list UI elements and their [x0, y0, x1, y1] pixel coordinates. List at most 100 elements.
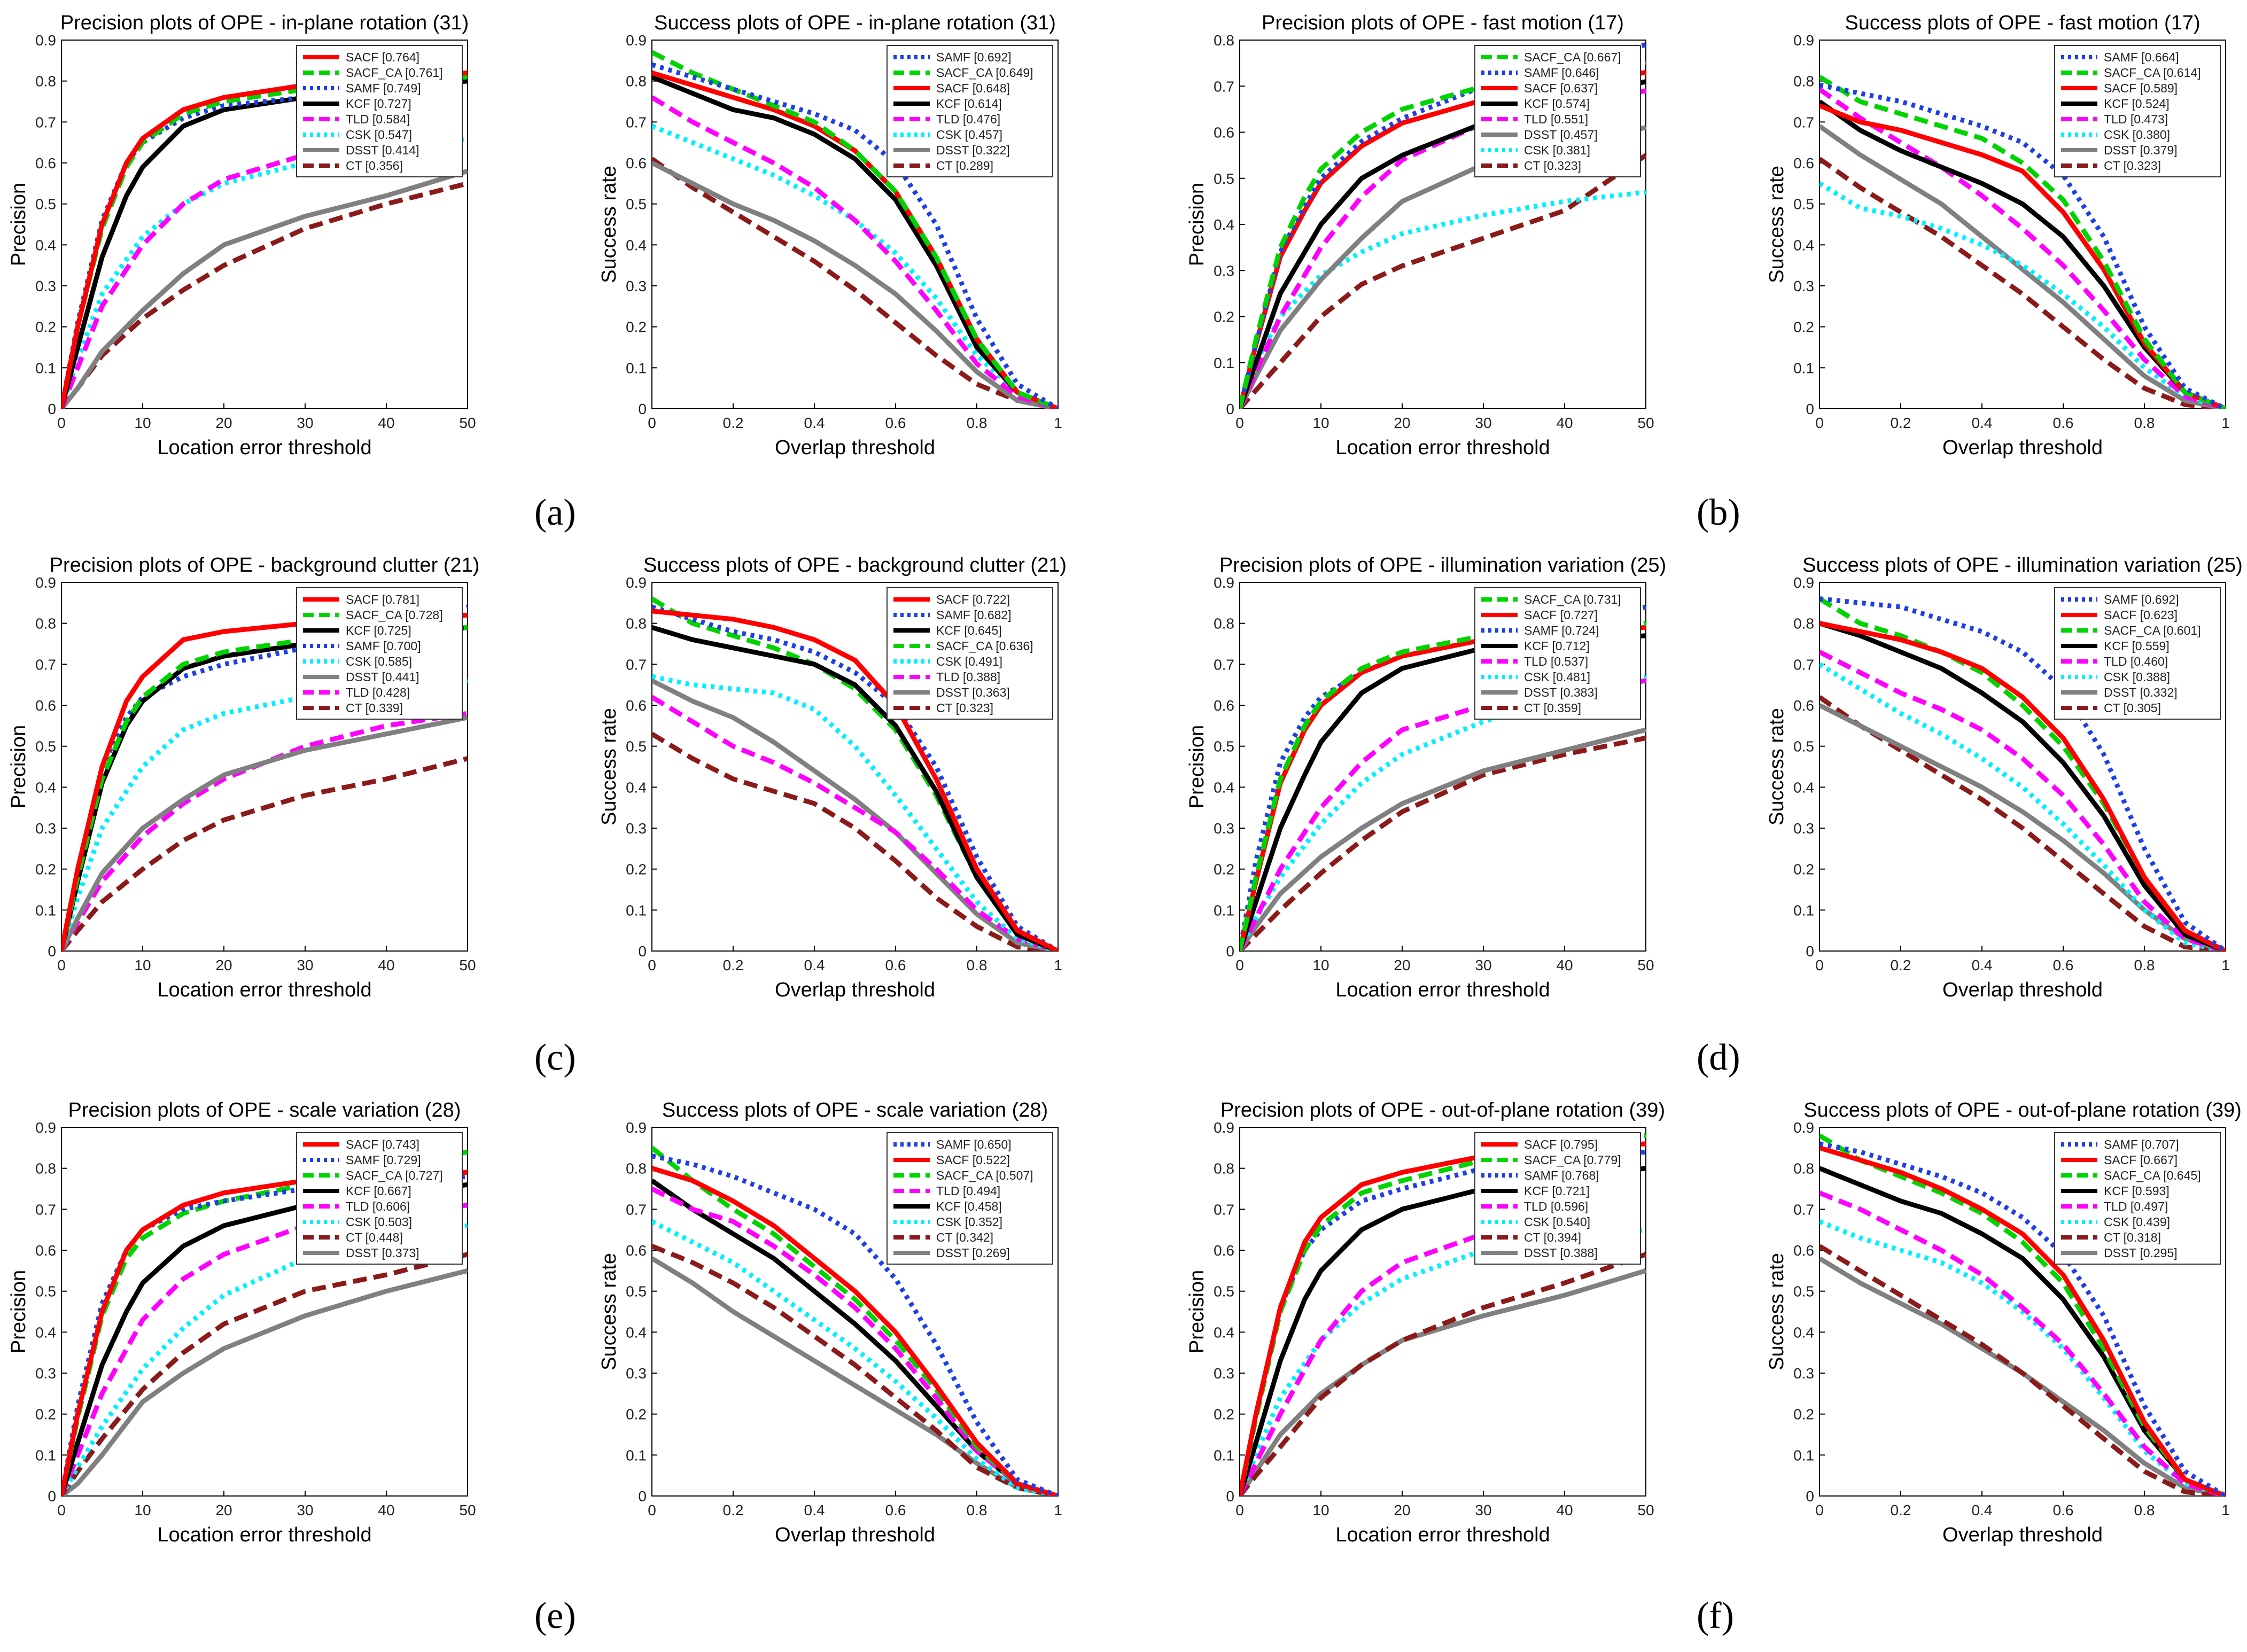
series-line-kcf: [1820, 621, 2226, 951]
y-tick-label: 0: [638, 1488, 647, 1505]
legend-entry: TLD [0.388]: [936, 670, 1000, 684]
y-tick-label: 0.7: [1214, 78, 1234, 95]
x-tick-label: 20: [1394, 415, 1410, 431]
series-line-dsst: [61, 715, 468, 951]
chart-title: Precision plots of OPE - out-of-plane ro…: [1220, 1099, 1665, 1121]
x-tick-label: 0.6: [2053, 415, 2074, 431]
panel-label-e: (e): [534, 1595, 576, 1637]
series-line-samf: [1820, 82, 2226, 409]
chart-title: Precision plots of OPE - fast motion (17…: [1262, 12, 1624, 34]
x-tick-label: 0: [648, 415, 656, 431]
series-line-kcf: [652, 625, 1058, 951]
y-tick-label: 0.5: [1793, 1283, 1814, 1300]
x-tick-label: 0.2: [1891, 415, 1911, 431]
series-line-tld: [652, 95, 1058, 409]
panel-label-d: (d): [1697, 1037, 1740, 1078]
series-line-ct: [1240, 153, 1646, 409]
x-tick-label: 20: [215, 957, 232, 973]
x-tick-label: 0.2: [723, 415, 744, 431]
legend-entry: SAMF [0.707]: [2104, 1137, 2179, 1151]
x-axis-label: Overlap threshold: [1942, 1524, 2103, 1546]
legend-entry: KCF [0.524]: [2104, 97, 2170, 111]
y-tick-label: 0.7: [35, 656, 56, 673]
series-line-samf: [61, 604, 468, 951]
legend-entry: TLD [0.537]: [1524, 654, 1588, 668]
y-tick-label: 0.9: [1214, 1119, 1234, 1136]
y-axis-label: Success rate: [598, 166, 620, 283]
y-tick-label: 0.4: [626, 779, 647, 796]
legend-entry: SAMF [0.729]: [346, 1153, 421, 1167]
y-tick-label: 0.6: [35, 697, 56, 714]
y-tick-label: 0.7: [1214, 656, 1234, 673]
x-axis-label: Location error threshold: [1335, 437, 1550, 459]
legend-entry: TLD [0.596]: [1524, 1199, 1588, 1213]
legend-entry: CSK [0.457]: [936, 128, 1002, 142]
y-tick-label: 0: [1806, 943, 1814, 960]
x-axis-label: Location error threshold: [157, 979, 371, 1001]
legend-entry: DSST [0.269]: [936, 1246, 1010, 1260]
legend-entry: CT [0.323]: [2104, 159, 2161, 173]
chart-4: 0 0.1 0.2 0.3 0.4 0.5 0.6 0.7 0.8 0.9 0 0.2 0.4 0.6 0.…: [1766, 12, 2230, 459]
y-tick-label: 0.6: [1793, 1242, 1814, 1259]
series-line-ct: [652, 157, 1058, 409]
legend-entry: DSST [0.363]: [936, 685, 1010, 699]
legend-entry: SACF [0.667]: [2104, 1153, 2178, 1167]
series-line-samf: [1820, 1141, 2226, 1496]
x-tick-label: 0.4: [804, 1502, 825, 1518]
series-line-samf: [652, 62, 1058, 409]
y-tick-label: 0.9: [626, 32, 647, 49]
y-tick-label: 0.6: [1214, 124, 1234, 141]
x-axis-label: Location error threshold: [1335, 1524, 1550, 1546]
legend-entry: KCF [0.727]: [346, 97, 411, 111]
series-line-ct: [1820, 1244, 2226, 1496]
x-tick-label: 30: [1475, 957, 1491, 973]
x-tick-label: 0.2: [1891, 957, 1911, 973]
x-tick-label: 50: [459, 1502, 476, 1518]
panel-label-b: (b): [1697, 492, 1740, 533]
y-tick-label: 0.5: [35, 738, 56, 755]
legend-entry: CT [0.342]: [936, 1230, 993, 1244]
y-tick-label: 0.5: [626, 196, 647, 213]
y-tick-label: 0.4: [1793, 779, 1814, 796]
panel-label-f: (f): [1697, 1595, 1734, 1637]
x-axis-label: Overlap threshold: [1942, 437, 2103, 459]
y-tick-label: 0.1: [1793, 360, 1814, 376]
y-tick-label: 0.3: [1793, 1365, 1814, 1382]
y-tick-label: 0.6: [35, 155, 56, 172]
y-tick-label: 0.3: [626, 1365, 647, 1382]
series-line-kcf: [61, 1182, 468, 1496]
legend-entry: SAMF [0.700]: [346, 639, 421, 653]
y-tick-label: 0.7: [626, 1201, 647, 1218]
y-tick-label: 0.2: [626, 1406, 647, 1423]
y-tick-label: 0.6: [1793, 697, 1814, 714]
legend-entry: SACF [0.795]: [1524, 1137, 1598, 1151]
legend-box: [1474, 1132, 1641, 1265]
y-tick-label: 0: [48, 1488, 56, 1505]
chart-2: 0 0.1 0.2 0.3 0.4 0.5 0.6 0.7 0.8 0.9 0 0.2 0.4 0.6 0.…: [598, 12, 1062, 459]
y-axis-label: Precision: [1186, 183, 1208, 266]
y-axis-label: Success rate: [598, 708, 620, 825]
y-tick-label: 0.1: [626, 902, 647, 918]
y-tick-label: 0.1: [626, 360, 647, 376]
series-line-sacf: [1820, 621, 2226, 951]
y-tick-label: 0.5: [626, 738, 647, 755]
x-tick-label: 0.8: [2134, 1502, 2155, 1518]
y-tick-label: 0.3: [626, 820, 647, 837]
x-tick-label: 50: [1637, 1502, 1654, 1518]
panel-label-c: (c): [534, 1037, 576, 1078]
series-line-sacf: [61, 1170, 468, 1496]
legend-entry: DSST [0.373]: [346, 1246, 419, 1260]
x-tick-label: 0: [1235, 957, 1244, 973]
y-tick-label: 0.2: [35, 1406, 56, 1423]
x-tick-label: 0.8: [967, 415, 988, 431]
x-tick-label: 0.6: [885, 957, 906, 973]
y-tick-label: 0.7: [626, 114, 647, 130]
x-tick-label: 0: [57, 957, 66, 973]
legend-entry: CT [0.448]: [346, 1230, 403, 1244]
series-line-sacf-ca: [1820, 1133, 2226, 1496]
y-tick-label: 0.6: [626, 1242, 647, 1259]
x-axis-label: Overlap threshold: [775, 979, 935, 1001]
legend: SAMF [0.650] SACF [0.522]SACF_CA [0.507] T…: [887, 1132, 1053, 1265]
y-tick-label: 0.1: [626, 1447, 647, 1463]
x-tick-label: 20: [215, 1502, 232, 1518]
